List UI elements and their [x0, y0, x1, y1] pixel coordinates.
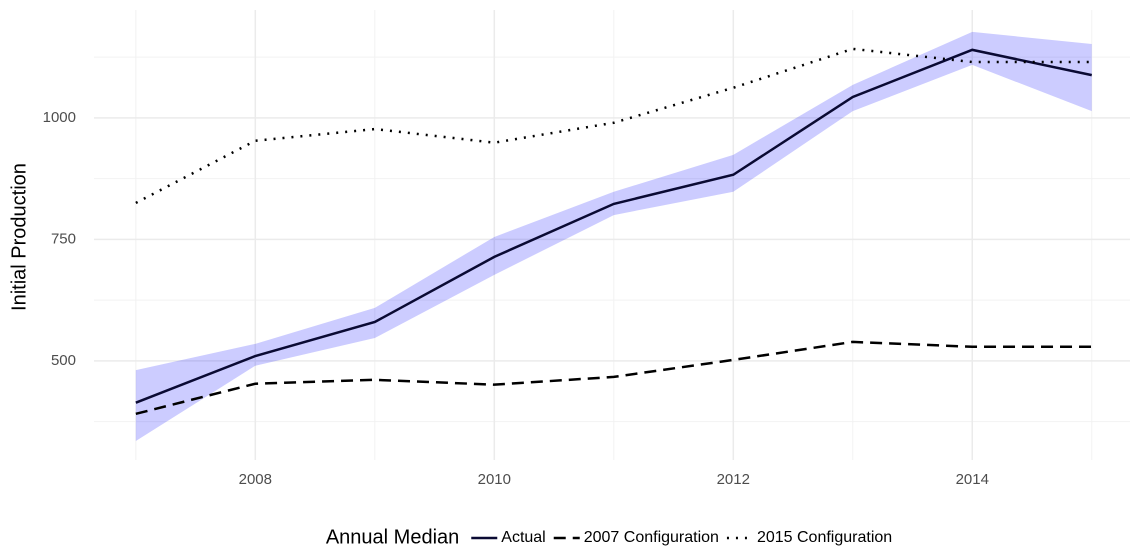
- legend-label: 2015 Configuration: [757, 529, 892, 546]
- legend-label: 2007 Configuration: [584, 529, 719, 546]
- y-tick-label: 750: [51, 230, 76, 247]
- x-tick-label: 2010: [478, 471, 511, 488]
- series-line: [135, 48, 1093, 404]
- y-axis-label: Initial Production: [8, 163, 30, 311]
- x-tick-label: 2012: [717, 471, 750, 488]
- series-line: [135, 47, 1092, 205]
- series-line: [135, 340, 1092, 416]
- y-tick-label: 500: [51, 352, 76, 369]
- x-tick-label: 2008: [239, 471, 272, 488]
- y-tick-label: 1000: [43, 109, 76, 126]
- x-tick-label: 2014: [956, 471, 989, 488]
- legend-title: Annual Median: [326, 526, 459, 547]
- confidence-band: [135, 31, 1092, 442]
- legend-label: Actual: [501, 529, 545, 546]
